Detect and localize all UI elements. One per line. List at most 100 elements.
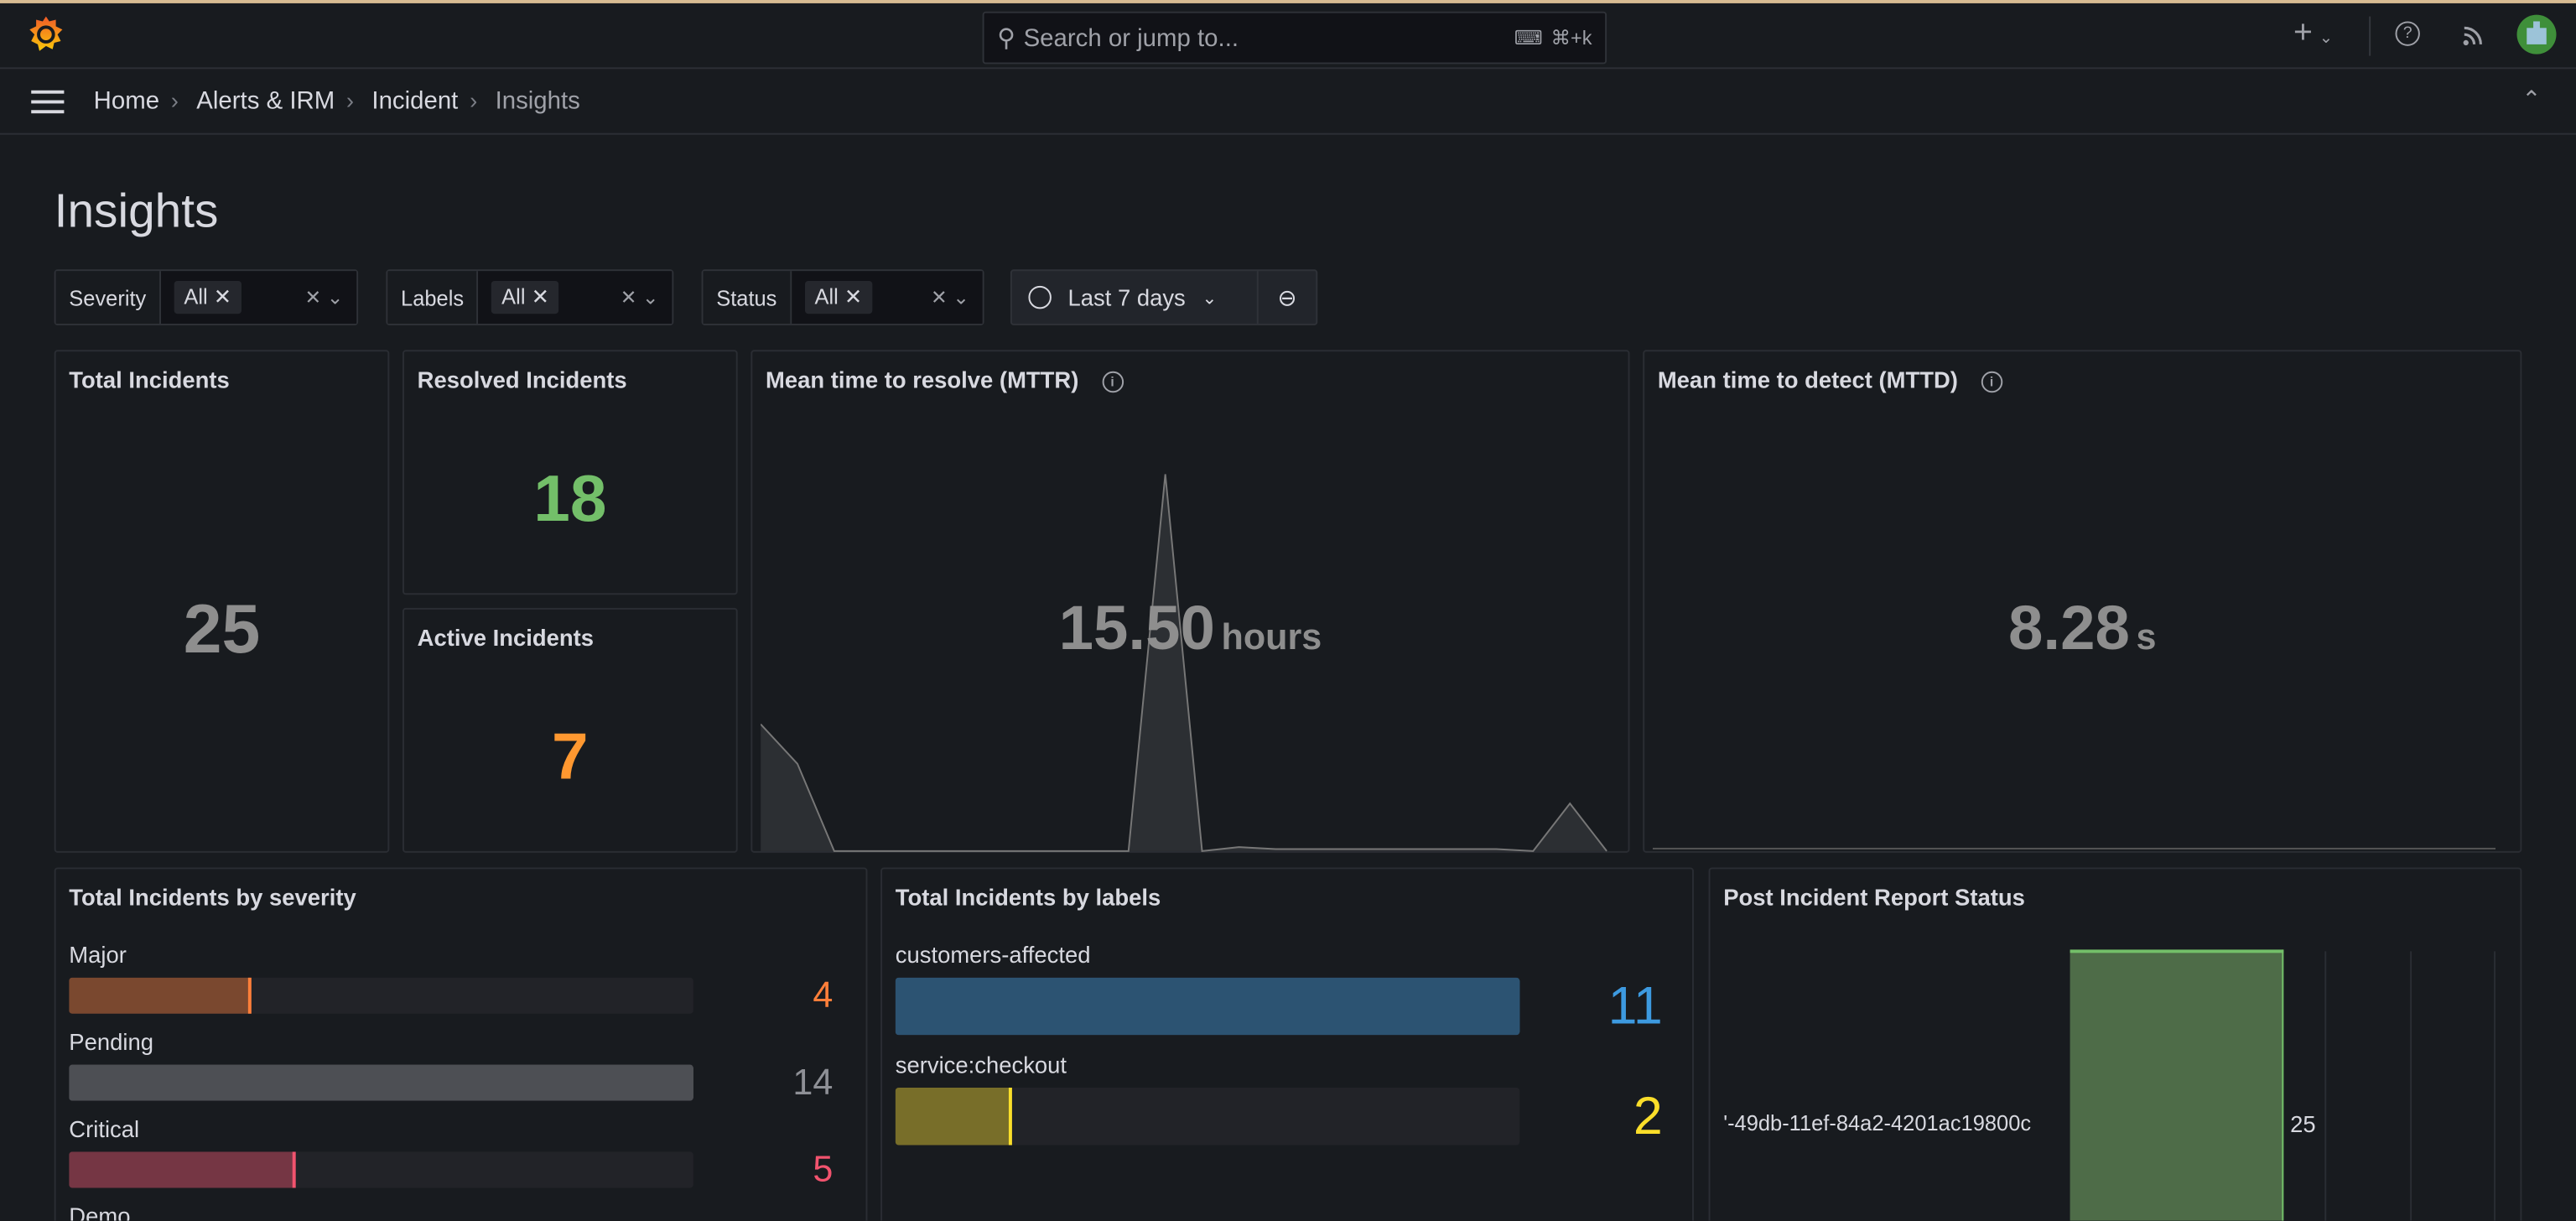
active-incidents-panel: Active Incidents 7 <box>402 607 738 853</box>
search-shortcut: ⌘+k <box>1550 26 1592 49</box>
bar-label: service:checkout <box>895 1051 1067 1078</box>
rss-icon[interactable] <box>2461 21 2487 47</box>
menu-icon[interactable] <box>31 90 65 114</box>
search-icon: ⚲ <box>997 24 1015 53</box>
mttr-panel: Mean time to resolve (MTTR) i 15.50 hours <box>750 350 1630 853</box>
breadcrumb-alerts-irm[interactable]: Alerts & IRM <box>196 86 335 116</box>
filter-label: Severity <box>55 271 161 324</box>
info-icon[interactable]: i <box>1101 371 1124 393</box>
clear-chevron-icon[interactable]: ✕ ⌄ <box>620 285 659 309</box>
labels-panel: Total Incidents by labels customers-affe… <box>880 867 1694 1221</box>
bar-label: Critical <box>69 1115 140 1142</box>
bar-value-label: 25 <box>2290 1110 2316 1137</box>
panel-title: Resolved Incidents <box>417 366 627 393</box>
mttr-value: 15.50 hours <box>752 595 1628 665</box>
collapse-chevron-icon[interactable]: ⌃ <box>2521 85 2542 112</box>
value: 8.28 <box>2007 595 2130 664</box>
help-icon[interactable]: ? <box>2395 21 2420 46</box>
chevron-down-icon: ⌄ <box>1202 288 1218 309</box>
clear-chevron-icon[interactable]: ✕ ⌄ <box>304 285 344 309</box>
bar-label: Pending <box>69 1028 153 1055</box>
filter-label: Labels <box>387 271 479 324</box>
panel-title: Mean time to detect (MTTD) <box>1657 366 1958 393</box>
clear-chevron-icon[interactable]: ✕ ⌄ <box>930 285 969 309</box>
resolved-incidents-panel: Resolved Incidents 18 <box>402 350 738 595</box>
report-status-bar <box>2070 949 2284 1221</box>
mttd-panel: Mean time to detect (MTTD) i 8.28 s <box>1643 350 2522 853</box>
panel-title: Post Incident Report Status <box>1723 884 2025 911</box>
bar-track <box>69 1151 693 1188</box>
resolved-incidents-value: 18 <box>533 463 607 536</box>
mttr-sparkline <box>761 474 1607 852</box>
sparkline-line <box>761 474 1607 852</box>
time-range-label: Last 7 days <box>1067 283 1186 311</box>
breadcrumb-insights: Insights <box>495 86 580 116</box>
panel-title: Total Incidents by severity <box>69 884 356 911</box>
remove-chip-icon[interactable]: ✕ <box>531 283 549 309</box>
time-range-picker[interactable]: Last 7 days ⌄ ⊖ <box>1010 269 1318 325</box>
severity-panel: Total Incidents by severity Major 4 Pendin… <box>54 867 868 1221</box>
page-title: Insights <box>54 185 219 239</box>
bar-fill <box>895 977 1520 1036</box>
value: 15.50 <box>1058 595 1215 664</box>
bar-value: 4 <box>813 974 834 1016</box>
bar-value: 5 <box>813 1148 834 1190</box>
bar-fill <box>69 1151 296 1188</box>
breadcrumb-home[interactable]: Home <box>93 86 160 116</box>
plus-icon: + <box>2293 14 2313 51</box>
bar-track <box>895 977 1520 1036</box>
zoom-out-button[interactable]: ⊖ <box>1259 271 1317 324</box>
labels-filter[interactable]: Labels All ✕ ✕ ⌄ <box>386 269 674 325</box>
category-label: '-49db-11ef-84a2-4201ac19800c <box>1723 1110 2032 1135</box>
status-filter[interactable]: Status All ✕ ✕ ⌄ <box>701 269 984 325</box>
total-incidents-panel: Total Incidents 25 <box>54 350 390 853</box>
top-accent-line <box>0 0 2576 3</box>
remove-chip-icon[interactable]: ✕ <box>213 283 232 309</box>
bar-fill <box>895 1087 1013 1146</box>
severity-select[interactable]: All ✕ ✕ ⌄ <box>160 271 357 324</box>
status-select[interactable]: All ✕ ✕ ⌄ <box>792 271 983 324</box>
breadcrumb: Home › Alerts & IRM › Incident › Insights <box>93 86 580 116</box>
unit: s <box>2136 616 2157 657</box>
breadcrumb-incident[interactable]: Incident <box>371 86 459 116</box>
bar-track <box>69 1064 693 1101</box>
chip-value: All <box>184 283 208 309</box>
bar-value: 11 <box>1607 974 1663 1035</box>
post-incident-panel: Post Incident Report Status '-49db-11ef-… <box>1708 867 2522 1221</box>
keyboard-icon: ⌨ <box>1514 26 1543 49</box>
labels-select[interactable]: All ✕ ✕ ⌄ <box>478 271 673 324</box>
active-incidents-value: 7 <box>552 721 589 794</box>
top-bar: ⚲ Search or jump to... ⌨ ⌘+k + ⌄ ? <box>0 3 2576 70</box>
bar-track <box>69 977 693 1014</box>
bar-label: customers-affected <box>895 941 1091 968</box>
bar-label: Major <box>69 941 127 968</box>
zoom-out-icon: ⊖ <box>1277 283 1297 310</box>
avatar[interactable] <box>2516 14 2557 55</box>
severity-filter[interactable]: Severity All ✕ ✕ ⌄ <box>54 269 359 325</box>
panel-title: Active Incidents <box>417 624 595 651</box>
total-incidents-value: 25 <box>183 590 261 668</box>
add-new-button[interactable]: + ⌄ <box>2293 15 2333 53</box>
chip-value: All <box>814 283 839 309</box>
grafana-logo-icon[interactable] <box>28 15 64 55</box>
chip-value: All <box>501 283 526 309</box>
divider <box>2369 16 2371 56</box>
panel-title: Mean time to resolve (MTTR) <box>765 366 1079 393</box>
bar-fill <box>69 1064 693 1101</box>
unit: hours <box>1221 616 1322 657</box>
breadcrumb-bar: Home › Alerts & IRM › Incident › Insights ⌃ <box>0 69 2576 135</box>
bar-label: Demo <box>69 1203 131 1221</box>
bar-track <box>895 1087 1520 1146</box>
bar-value: 2 <box>1633 1085 1663 1145</box>
panel-title: Total Incidents <box>69 366 230 393</box>
info-icon[interactable]: i <box>1981 371 2002 393</box>
bar-value: 14 <box>792 1061 834 1103</box>
filter-label: Status <box>703 271 792 324</box>
time-range-button[interactable]: Last 7 days ⌄ <box>1012 271 1259 324</box>
bar-fill <box>69 977 251 1014</box>
mttd-sparkline <box>1652 847 2496 850</box>
remove-chip-icon[interactable]: ✕ <box>844 283 863 309</box>
mttd-value: 8.28 s <box>1644 595 2520 665</box>
panel-title: Total Incidents by labels <box>895 884 1161 911</box>
search-input[interactable]: ⚲ Search or jump to... ⌨ ⌘+k <box>982 11 1607 65</box>
